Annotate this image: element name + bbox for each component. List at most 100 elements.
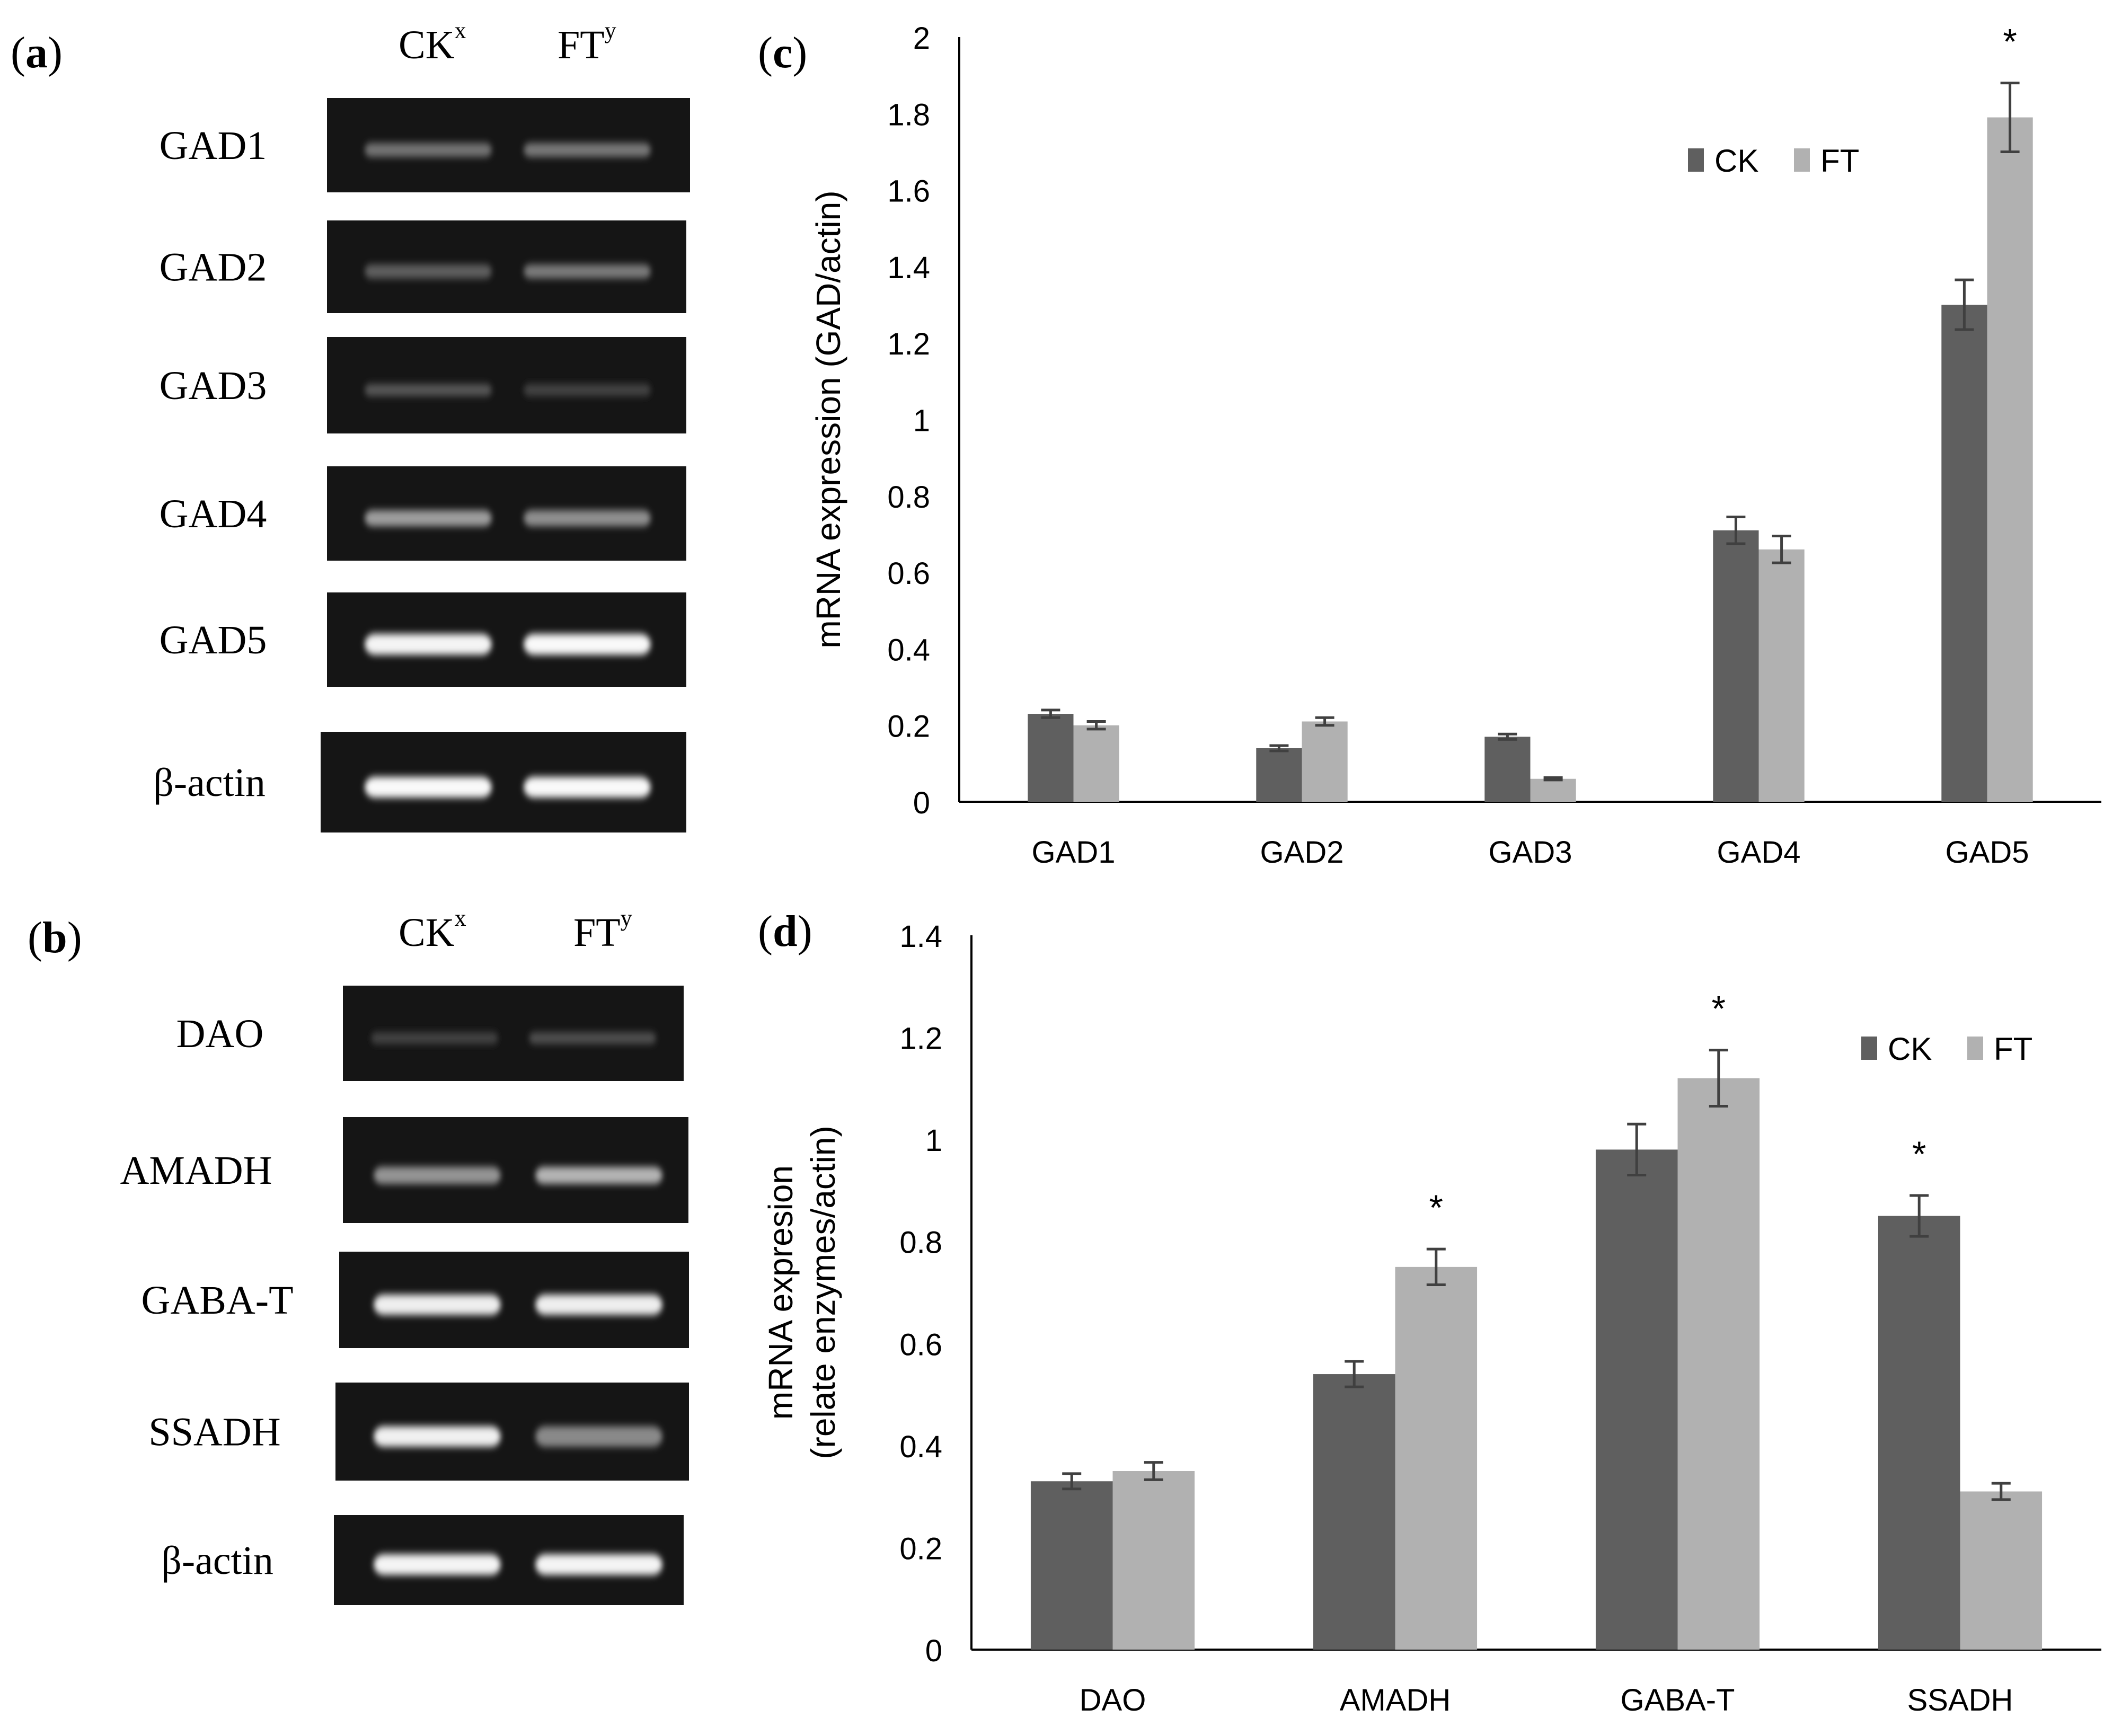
gel-band-ft [535, 1554, 662, 1575]
bar-ck-gad5 [1941, 305, 1987, 802]
bar-ft-gad3 [1530, 778, 1576, 802]
legend-label-ck: CK [1714, 143, 1758, 179]
legend-swatch-ck [1688, 148, 1704, 172]
bar-ft-gaba-t [1677, 1078, 1760, 1650]
y-tick-label: 0.4 [887, 633, 930, 667]
bar-ck-dao [1030, 1481, 1113, 1650]
gel-b-col-ck: CKx [399, 905, 466, 955]
gel-a-col-ft: FTy [558, 17, 616, 67]
gel-band-ck [374, 1554, 501, 1575]
bar-ck-gad4 [1713, 530, 1759, 802]
y-tick-label: 0.6 [887, 556, 930, 591]
gel-band-ft [535, 1166, 662, 1184]
y-tick-label: 0.8 [899, 1226, 942, 1260]
legend-swatch-ck [1861, 1037, 1877, 1060]
x-tick-label: SSADH [1907, 1683, 2013, 1717]
gel-band-ck [365, 384, 492, 396]
gel-image-a: GAD1 GAD2 GAD3 GAD4 GAD5 β-actin [153, 98, 690, 832]
x-tick-label: GABA-T [1621, 1683, 1735, 1717]
gel-band-ck [365, 510, 492, 526]
legend-label-ft: FT [1994, 1031, 2032, 1067]
bar-ft-gad4 [1758, 549, 1805, 802]
legend-swatch-ft [1794, 148, 1810, 172]
gel-band-ck [365, 143, 492, 157]
y-tick-label: 0 [925, 1634, 942, 1668]
bar-chart-c: 0 0.2 0.4 0.6 0.8 1 1.2 1.4 1.6 1.8 2 mRNA expressi… [809, 21, 2101, 870]
gel-band-ft [529, 1032, 656, 1044]
y-tick-label: 1.8 [887, 98, 930, 132]
y-tick-label: 0.2 [887, 710, 930, 744]
x-tick-label: DAO [1080, 1683, 1146, 1717]
gel-a-col-ck: CKx [399, 17, 466, 67]
y-tick-label: 0.8 [887, 480, 930, 515]
x-tick-label: GAD2 [1260, 835, 1344, 870]
panel-label-a: (a) [11, 28, 63, 77]
gel-row-label: AMADH [120, 1148, 272, 1193]
x-tick-label: GAD4 [1717, 835, 1801, 870]
gel-row-label: GAD3 [160, 364, 267, 408]
y-tick-label: 1.2 [899, 1022, 942, 1056]
x-tick-label: GAD5 [1946, 835, 2029, 870]
y-tick-label: 1.6 [887, 174, 930, 209]
gel-band-ft [524, 384, 651, 396]
gel-row-label: GAD4 [160, 492, 267, 536]
gel-band-ft [524, 510, 651, 526]
gel-row-label: SSADH [148, 1410, 280, 1455]
gel-band-ck [365, 776, 492, 798]
gel-band-ck [371, 1032, 498, 1044]
gel-band-ft [524, 264, 651, 279]
y-tick-label: 1.4 [899, 919, 942, 954]
significance-marker: * [1429, 1188, 1443, 1228]
y-axis-label: mRNA expression (GAD/actin) [809, 190, 847, 648]
bar-ck-gaba-t [1595, 1149, 1678, 1650]
gel-band-ft [535, 1294, 662, 1315]
bar-ft-gad5 [1987, 117, 2033, 802]
gel-band-ck [374, 1426, 501, 1447]
y-axis-label: mRNA expresion (relate enzymes/actin) [762, 1126, 842, 1459]
bar-ck-amadh [1313, 1374, 1395, 1650]
gel-band-ft [535, 1426, 662, 1447]
gel-row-label: GABA-T [141, 1278, 293, 1323]
gel-row-label: DAO [176, 1012, 264, 1056]
gel-row-label: β-actin [161, 1538, 273, 1583]
gel-band-ck [374, 1294, 501, 1315]
bar-chart-d: 0 0.2 0.4 0.6 0.8 1 1.2 1.4 mRNA expresion (relat… [762, 919, 2101, 1717]
y-tick-label: 0 [913, 786, 930, 820]
x-tick-label: GAD1 [1032, 835, 1116, 870]
gel-band-ck [365, 634, 492, 655]
y-tick-label: 1.4 [887, 251, 930, 285]
bar-ft-dao [1112, 1471, 1195, 1650]
y-axis-label-line2: (relate enzymes/actin) [804, 1126, 842, 1459]
y-tick-label: 1.2 [887, 327, 930, 361]
y-tick-label: 1 [913, 404, 930, 438]
y-tick-label: 2 [913, 21, 930, 56]
bar-ft-gad2 [1302, 721, 1348, 802]
bar-ck-ssadh [1878, 1216, 1960, 1650]
legend-label-ck: CK [1888, 1031, 1932, 1067]
gel-band-ft [524, 776, 651, 798]
bar-ck-gad2 [1256, 748, 1302, 802]
gel-band-ft [524, 143, 651, 157]
y-tick-label: 0.4 [899, 1430, 942, 1464]
significance-marker: * [2003, 22, 2017, 62]
gel-band-ck [374, 1166, 501, 1184]
x-tick-label: GAD3 [1489, 835, 1572, 870]
bar-ck-gad1 [1028, 714, 1074, 802]
x-tick-label: AMADH [1340, 1683, 1451, 1717]
gel-image-b: DAO AMADH GABA-T SSADH β-actin [120, 986, 689, 1605]
gel-band-ck [365, 264, 492, 279]
y-tick-label: 1 [925, 1123, 942, 1158]
gel-band-ft [524, 634, 651, 655]
legend-swatch-ft [1967, 1037, 1983, 1060]
gel-row-label: β-actin [153, 760, 266, 805]
bar-ft-gad1 [1073, 725, 1119, 802]
y-tick-label: 0.2 [899, 1531, 942, 1566]
legend-label-ft: FT [1820, 143, 1859, 179]
bar-ft-ssadh [1960, 1491, 2043, 1650]
panel-label-d: (d) [758, 907, 812, 956]
significance-marker: * [1712, 989, 1726, 1029]
significance-marker: * [1912, 1134, 1926, 1174]
gel-row-label: GAD5 [160, 618, 267, 662]
